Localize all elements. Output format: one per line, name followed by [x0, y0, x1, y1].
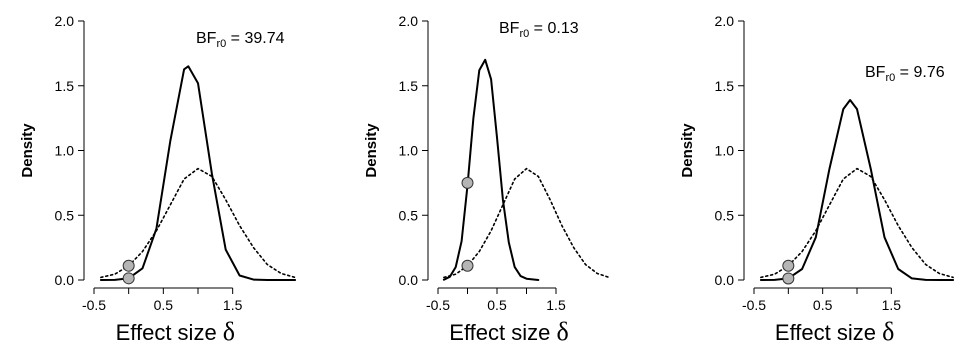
bayes-factor-annotation: BFr0 = 0.13 — [499, 20, 579, 40]
y-tick-label: 2.0 — [399, 13, 419, 29]
x-tick-label: 1.5 — [223, 297, 243, 313]
x-tick-label: 1.5 — [882, 297, 902, 313]
posterior-curve — [442, 58, 540, 281]
x-tick-label: -0.5 — [742, 297, 766, 313]
density-point — [782, 272, 795, 285]
y-tick-label: 0.5 — [399, 207, 419, 223]
bayes-factor-annotation: BFr0 = 9.76 — [865, 64, 945, 84]
y-tick-label: 1.0 — [55, 143, 75, 159]
y-axis-label: Density — [363, 123, 380, 178]
y-tick-label: 1.5 — [715, 78, 735, 94]
y-axis-label: Density — [679, 123, 696, 178]
x-axis-label: Effect size δ — [116, 317, 235, 346]
density-point — [461, 176, 474, 189]
prior-curve — [100, 167, 296, 279]
y-tick-label: 2.0 — [715, 13, 735, 29]
prior-curve — [760, 167, 954, 279]
y-tick-label: 0.0 — [715, 272, 735, 288]
x-tick-label: 0.5 — [154, 297, 174, 313]
y-tick-label: 1.0 — [715, 143, 735, 159]
x-tick-label: -0.5 — [426, 297, 450, 313]
x-tick-label: 0.5 — [487, 297, 507, 313]
y-tick-label: 2.0 — [55, 13, 75, 29]
x-axis-label-symbol: δ — [556, 317, 568, 346]
panel-1: 0.0 0.5 1.0 1.5 2.0 -0.5 0.5 1.5 Density Effect s… — [19, 13, 297, 346]
x-axis-label-symbol: δ — [223, 317, 235, 346]
y-tick-label: 0.5 — [55, 207, 75, 223]
density-point — [461, 259, 474, 272]
y-tick-label: 1.0 — [399, 143, 419, 159]
y-axis-label: Density — [19, 123, 36, 178]
y-tick-label: 0.0 — [55, 272, 75, 288]
density-point — [122, 272, 135, 285]
density-point — [782, 259, 795, 272]
x-axis-label: Effect size δ — [449, 317, 568, 346]
prior-curve — [443, 167, 610, 279]
y-tick-label: 0.5 — [715, 207, 735, 223]
x-axis-label: Effect size δ — [775, 317, 894, 346]
x-tick-label: 0.5 — [813, 297, 833, 313]
x-axis-label-text: Effect size — [449, 320, 556, 345]
panel-2: 0.0 0.5 1.0 1.5 2.0 -0.5 0.5 1.5 Density Effect s… — [363, 13, 610, 346]
x-axis-label-text: Effect size — [775, 320, 882, 345]
posterior-curve — [759, 99, 955, 281]
x-axis-label-symbol: δ — [882, 317, 894, 346]
x-axis-label-text: Effect size — [116, 320, 223, 345]
y-tick-label: 0.0 — [399, 272, 419, 288]
x-tick-label: -0.5 — [82, 297, 106, 313]
x-tick-label: 1.5 — [546, 297, 566, 313]
panel-3: 0.0 0.5 1.0 1.5 2.0 -0.5 0.5 1.5 Density Effect s… — [679, 13, 955, 346]
y-tick-label: 1.5 — [55, 78, 75, 94]
density-point — [122, 259, 135, 272]
y-tick-label: 1.5 — [399, 78, 419, 94]
posterior-curve — [99, 65, 297, 281]
bayes-factor-annotation: BFr0 = 39.74 — [196, 30, 285, 50]
